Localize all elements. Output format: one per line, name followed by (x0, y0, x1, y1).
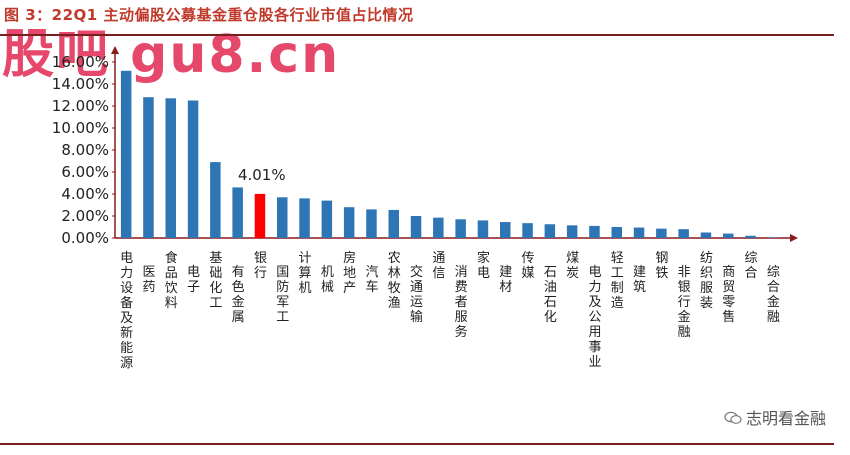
category-label: 国防军工 (276, 265, 289, 325)
bar (433, 217, 444, 238)
category-label: 纺织服装 (700, 251, 713, 311)
bar (455, 219, 466, 238)
category-label: 有色金属 (232, 265, 245, 325)
category-label: 通信 (432, 251, 445, 281)
category-label: 综合金融 (767, 265, 780, 325)
y-tick-label: 14.00% (52, 75, 109, 93)
bar (165, 98, 176, 238)
x-axis-arrow (790, 234, 798, 242)
y-tick-label: 2.00% (61, 207, 109, 225)
category-label: 非银行金融 (678, 265, 691, 340)
y-tick-label: 10.00% (52, 119, 109, 137)
bar (366, 209, 377, 238)
bar (277, 197, 288, 238)
bar (143, 97, 154, 238)
bar (745, 235, 756, 238)
bar (232, 187, 243, 238)
bar (700, 232, 712, 238)
category-label: 建材 (499, 265, 512, 295)
bar (589, 225, 600, 238)
category-label: 传媒 (522, 251, 535, 281)
bar (388, 209, 399, 238)
category-label: 食品饮料 (165, 250, 178, 311)
category-label: 家电 (477, 250, 490, 281)
y-tick-label: 8.00% (61, 141, 109, 159)
category-label: 电子 (187, 265, 200, 295)
category-label: 电力及公用事业 (588, 265, 601, 370)
y-tick-label: 0.00% (61, 229, 109, 247)
bar (210, 162, 221, 238)
bar (656, 228, 667, 238)
category-label: 轻工制造 (611, 251, 624, 311)
category-label: 机械 (321, 265, 334, 295)
bar (566, 225, 578, 238)
bar (633, 227, 645, 238)
category-label: 综合 (745, 251, 758, 281)
bar (477, 220, 489, 238)
bar (678, 229, 689, 238)
category-label: 银行 (254, 251, 267, 281)
category-label: 消费者服务 (455, 265, 468, 340)
data-label-highlight: 4.01% (238, 166, 286, 184)
bar (611, 227, 622, 238)
category-label: 钢铁 (655, 251, 668, 281)
bar (544, 224, 556, 238)
category-label: 房地产 (343, 250, 356, 296)
bar (343, 207, 355, 238)
y-tick-label: 6.00% (61, 163, 109, 181)
top-divider (0, 34, 834, 36)
bar (299, 198, 310, 238)
bar (767, 237, 779, 238)
category-label: 交通运输 (410, 264, 423, 325)
bar-highlight (254, 193, 266, 238)
category-label: 计算机 (299, 251, 312, 296)
bar (500, 222, 511, 238)
y-tick-label: 12.00% (52, 97, 109, 115)
category-label: 汽车 (365, 265, 378, 295)
bar (522, 223, 533, 238)
bar (321, 200, 333, 238)
bottom-divider (0, 443, 834, 445)
category-label: 基础化工 (209, 251, 222, 311)
category-label: 煤炭 (566, 251, 579, 281)
bar (120, 70, 132, 238)
bar (723, 233, 734, 238)
category-label: 商贸零售 (722, 265, 735, 325)
brand-label: 志明看金融 (724, 405, 826, 429)
page-title: 图 3：22Q1 主动偏股公募基金重仓股各行业市值占比情况 (4, 6, 414, 24)
wechat-icon (724, 411, 742, 424)
bar (187, 100, 199, 238)
brand-text: 志明看金融 (745, 409, 826, 428)
bar (410, 216, 422, 238)
category-label: 电力设备及新能源 (120, 251, 133, 371)
y-axis-arrow (111, 46, 119, 54)
bar-chart: 0.00% 2.00% 4.00% 6.00% 8.00% 10.00% 12.00% 14.… (52, 46, 798, 371)
category-label: 医药 (142, 265, 155, 295)
category-label: 农林牧渔 (388, 251, 401, 311)
category-label: 建筑 (633, 265, 646, 295)
y-tick-label: 4.00% (61, 185, 109, 203)
category-label: 石油石化 (544, 265, 557, 325)
y-tick-label: 16.00% (52, 53, 109, 71)
